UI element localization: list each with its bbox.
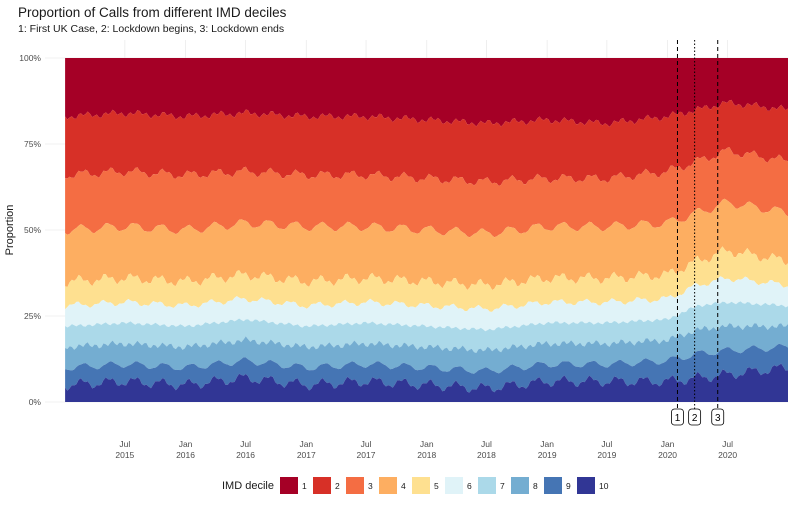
legend-swatch-4 (379, 477, 397, 494)
y-axis-label: Proportion (4, 205, 16, 256)
event-label-box-2 (688, 408, 702, 426)
legend-label-1: 1 (302, 481, 307, 491)
legend-swatch-8 (511, 477, 529, 494)
chart-title: Proportion of Calls from different IMD d… (18, 5, 287, 20)
x-tick-year: 2015 (115, 450, 134, 460)
x-tick-label: Jan (540, 439, 554, 449)
area-series-3 (65, 147, 789, 238)
y-tick-label: 25% (24, 311, 41, 321)
event-label-box-1 (671, 408, 684, 426)
legend-label-4: 4 (401, 481, 406, 491)
chart-subtitle: 1: First UK Case, 2: Lockdown begins, 3:… (18, 23, 284, 35)
area-series-4 (65, 198, 789, 290)
area-series-2 (65, 99, 789, 186)
y-tick-label: 75% (24, 139, 41, 149)
x-tick-label: Jul (481, 439, 492, 449)
area-series-5 (65, 246, 789, 312)
event-label-3: 3 (715, 413, 721, 424)
legend-label-5: 5 (434, 481, 439, 491)
area-series-1 (65, 58, 789, 127)
legend-label-2: 2 (335, 481, 340, 491)
legend-swatch-1 (280, 477, 298, 494)
x-tick-year: 2017 (357, 450, 376, 460)
y-tick-label: 0% (29, 397, 42, 407)
legend-swatch-2 (313, 477, 331, 494)
axis-labels: 0%25%50%75%100%Jul2015Jan2016Jul2016Jan2… (19, 53, 737, 460)
legend-label-9: 9 (566, 481, 571, 491)
area-series-8 (65, 323, 789, 374)
x-tick-label: Jul (361, 439, 372, 449)
x-tick-year: 2018 (477, 450, 496, 460)
x-tick-year: 2016 (176, 450, 195, 460)
x-tick-label: Jan (420, 439, 434, 449)
y-tick-label: 100% (19, 53, 41, 63)
legend-label-6: 6 (467, 481, 472, 491)
legend-title: IMD decile (222, 480, 274, 492)
area-layer (65, 58, 789, 402)
x-tick-label: Jan (661, 439, 675, 449)
x-tick-label: Jul (119, 439, 130, 449)
x-tick-label: Jul (601, 439, 612, 449)
area-series-9 (65, 343, 789, 393)
area-series-6 (65, 276, 789, 332)
x-tick-year: 2018 (417, 450, 436, 460)
x-tick-label: Jul (240, 439, 251, 449)
legend-swatch-5 (412, 477, 430, 494)
event-label-1: 1 (675, 413, 681, 424)
legend-label-8: 8 (533, 481, 538, 491)
legend: IMD decile 1 2 3 4 5 6 7 8 9 10 (222, 477, 609, 494)
x-tick-year: 2016 (236, 450, 255, 460)
legend-label-3: 3 (368, 481, 373, 491)
legend-label-7: 7 (500, 481, 505, 491)
area-series-10 (65, 363, 789, 402)
x-tick-year: 2019 (538, 450, 557, 460)
x-tick-year: 2020 (718, 450, 737, 460)
event-label-2: 2 (692, 413, 698, 424)
x-tick-label: Jul (722, 439, 733, 449)
legend-swatch-10 (577, 477, 595, 494)
legend-label-10: 10 (599, 481, 609, 491)
x-tick-label: Jan (179, 439, 193, 449)
legend-swatch-6 (445, 477, 463, 494)
x-tick-label: Jan (299, 439, 313, 449)
event-label-box-3 (711, 408, 725, 426)
area-series-7 (65, 301, 789, 353)
x-tick-year: 2020 (658, 450, 677, 460)
x-tick-year: 2017 (297, 450, 316, 460)
legend-swatch-3 (346, 477, 364, 494)
y-tick-label: 50% (24, 225, 41, 235)
x-tick-year: 2019 (597, 450, 616, 460)
legend-swatch-9 (544, 477, 562, 494)
legend-swatch-7 (478, 477, 496, 494)
